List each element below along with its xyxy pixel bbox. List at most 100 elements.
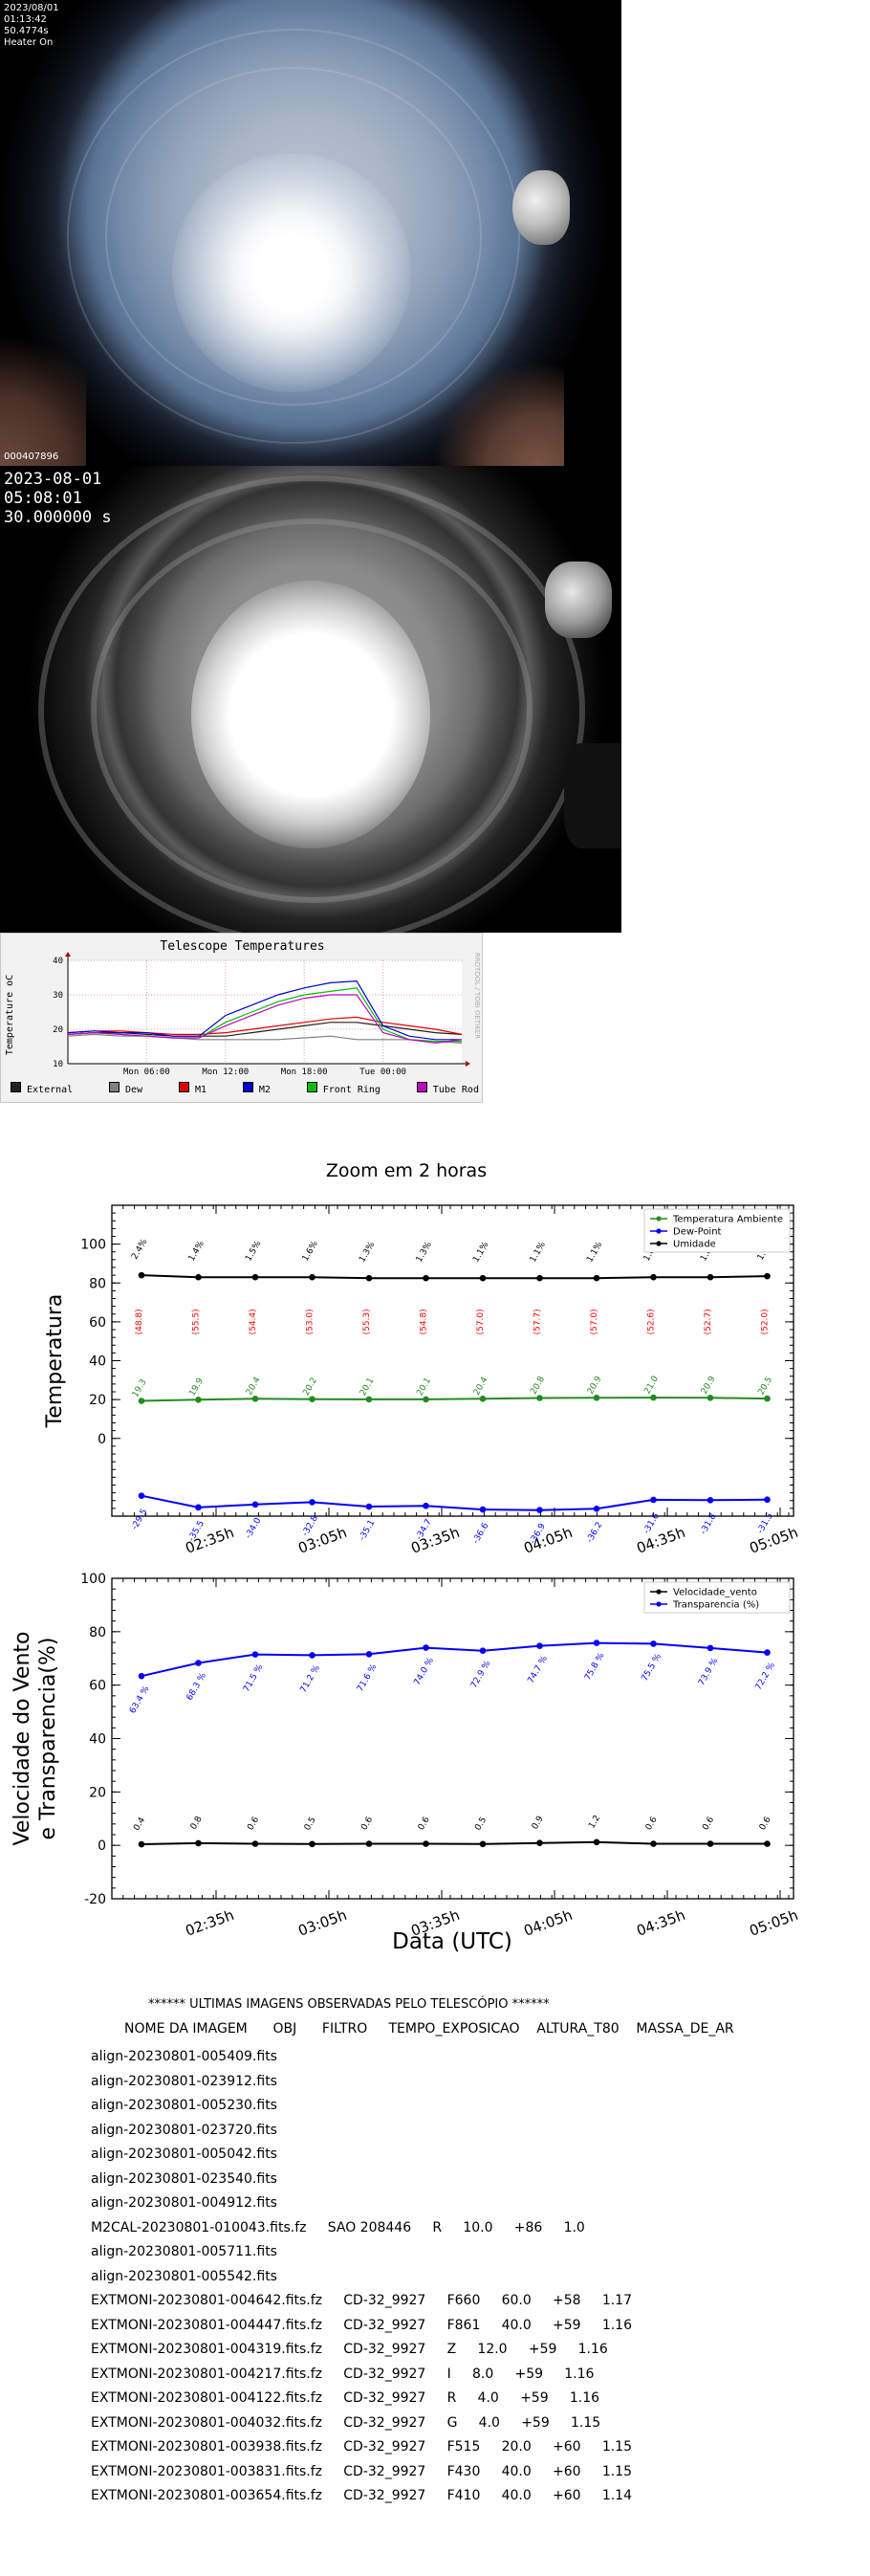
data-label: -34.0 xyxy=(244,1516,263,1540)
data-point xyxy=(479,1647,487,1654)
series-line-tube-rod xyxy=(67,994,463,1045)
data-label: 1.3% xyxy=(415,1240,434,1264)
y-tick-label: 10 xyxy=(53,1060,63,1069)
y-tick-label: 40 xyxy=(89,1732,106,1748)
data-label: 72.2 % xyxy=(754,1661,778,1692)
data-point xyxy=(138,1398,145,1404)
camera2-info: 2023-08-01 05:08:01 30.000000 s xyxy=(4,470,112,527)
x-tick-label: 04:05h xyxy=(521,1906,575,1940)
y-tick-label: 60 xyxy=(89,1679,106,1694)
data-label: 1.1% xyxy=(529,1240,548,1264)
data-label: 0.6 xyxy=(701,1816,716,1833)
data-point xyxy=(650,1496,657,1504)
legend-item: Tube Rod xyxy=(416,1082,479,1095)
images-table: align-20230801-005409.fits align-20230801… xyxy=(91,2045,632,2509)
data-label: 1.4% xyxy=(187,1239,207,1263)
data-point xyxy=(423,1274,429,1282)
data-label: 20.8 xyxy=(529,1375,547,1397)
data-point xyxy=(423,1840,429,1847)
data-point xyxy=(650,1394,657,1401)
data-point xyxy=(195,1839,202,1847)
data-label: 1.1% xyxy=(471,1240,490,1264)
images-table-header: NOME DA IMAGEM OBJ FILTRO TEMPO_EXPOSICA… xyxy=(124,2021,734,2037)
dew-depression-label: (57.0) xyxy=(476,1309,486,1334)
data-point xyxy=(479,1840,487,1848)
horizon-terrain xyxy=(0,316,86,466)
data-point xyxy=(365,1503,373,1510)
camera1-date: 2023/08/01 xyxy=(4,3,59,13)
dew-depression-label: (55.3) xyxy=(362,1309,372,1334)
data-point xyxy=(707,1273,714,1281)
data-label: 19.3 xyxy=(131,1377,149,1398)
table-row: align-20230801-005042.fits xyxy=(91,2147,277,2162)
x-tick-label: 03:35h xyxy=(408,1524,462,1557)
legend-item: External xyxy=(11,1082,73,1095)
dew-depression-label: (52.6) xyxy=(647,1309,657,1334)
data-point xyxy=(138,1840,145,1848)
table-row: align-20230801-004912.fits xyxy=(91,2195,277,2211)
y-axis-arrow xyxy=(65,952,71,957)
data-label: 1.1% xyxy=(585,1240,604,1264)
legend-item: Dew xyxy=(109,1082,142,1095)
data-label: 72.9 % xyxy=(469,1659,493,1690)
data-point xyxy=(423,1396,429,1403)
data-point xyxy=(251,1840,259,1847)
data-label: -36.2 xyxy=(585,1521,604,1545)
y-tick-label: 0 xyxy=(98,1432,106,1447)
data-label: 20.4 xyxy=(472,1376,490,1398)
table-row: align-20230801-005542.fits xyxy=(91,2268,277,2284)
legend-marker xyxy=(656,1589,662,1595)
data-point xyxy=(536,1642,543,1649)
legend-label: External xyxy=(21,1085,74,1095)
legend-marker xyxy=(656,1216,662,1222)
data-point xyxy=(764,1272,771,1280)
legend-swatch xyxy=(306,1082,317,1092)
data-label: 73.9 % xyxy=(697,1656,721,1687)
telescope-temperatures-panel: Telescope Temperatures 10 20 30 40 Mon 06:00… xyxy=(0,933,483,1103)
data-point xyxy=(650,1840,657,1847)
table-row: align-20230801-005409.fits xyxy=(91,2049,277,2064)
y-tick-label: 20 xyxy=(53,1025,63,1035)
data-label: 71.6 % xyxy=(356,1662,380,1694)
zoom-charts: 100 80 60 40 20 0 02:35h 03:05h 03:35h 04:05h 04:3… xyxy=(11,1204,800,1954)
x-tick-label: Mon 06:00 xyxy=(123,1068,170,1077)
data-point xyxy=(707,1840,714,1847)
series-line xyxy=(141,1641,768,1678)
rrdtool-credit: RRDTOOL / TOBI OETIKER xyxy=(473,953,481,1039)
y-axis-label: e Transparencia(%) xyxy=(36,1638,60,1840)
data-label: -31.8 xyxy=(699,1512,718,1536)
sun-glare xyxy=(191,581,430,848)
data-label: -36.6 xyxy=(471,1521,490,1545)
data-label: 0.6 xyxy=(758,1816,773,1833)
data-label: 20.9 xyxy=(586,1375,604,1397)
legend-label: M1 xyxy=(188,1085,207,1095)
data-point xyxy=(365,1840,373,1847)
table-row: EXTMONI-20230801-004032.fits.fz CD-32_99… xyxy=(91,2414,601,2431)
legend-item: M2 xyxy=(242,1082,271,1095)
dew-depression-label: (52.0) xyxy=(761,1309,771,1334)
legend-box xyxy=(643,1208,791,1253)
table-row: EXTMONI-20230801-004319.fits.fz CD-32_99… xyxy=(91,2342,608,2357)
camera1-heater: Heater On xyxy=(4,37,54,48)
x-tick-label: Mon 18:00 xyxy=(281,1068,328,1077)
allsky-camera-image-1: 2023/08/01 01:13:42 50.4774s Heater On 0… xyxy=(0,0,621,466)
data-label: 0.6 xyxy=(246,1816,261,1833)
allsky-camera-image-2: 2023-08-01 05:08:01 30.000000 s xyxy=(0,466,621,933)
legend-label: Dew-Point xyxy=(673,1227,722,1238)
images-table-title: ****** ULTIMAS IMAGENS OBSERVADAS PELO T… xyxy=(148,1997,550,2012)
y-tick-label: 80 xyxy=(89,1625,106,1640)
dew-depression-label: (54.4) xyxy=(249,1309,258,1334)
telescope-temps-ylabel: Temperature oC xyxy=(5,975,15,1055)
data-label: -29.5 xyxy=(130,1508,149,1531)
sky-halo-ring xyxy=(67,29,520,444)
data-point xyxy=(593,1838,600,1846)
data-point xyxy=(309,1652,315,1659)
camera2-date: 2023-08-01 xyxy=(4,470,102,489)
data-point xyxy=(251,1501,259,1508)
table-row: EXTMONI-20230801-004447.fits.fz CD-32_99… xyxy=(91,2317,632,2333)
camera1-frame-id: 000407896 xyxy=(4,451,59,462)
data-point xyxy=(251,1396,259,1402)
data-point xyxy=(764,1840,771,1847)
data-point xyxy=(650,1640,657,1647)
legend-marker xyxy=(656,1241,662,1246)
